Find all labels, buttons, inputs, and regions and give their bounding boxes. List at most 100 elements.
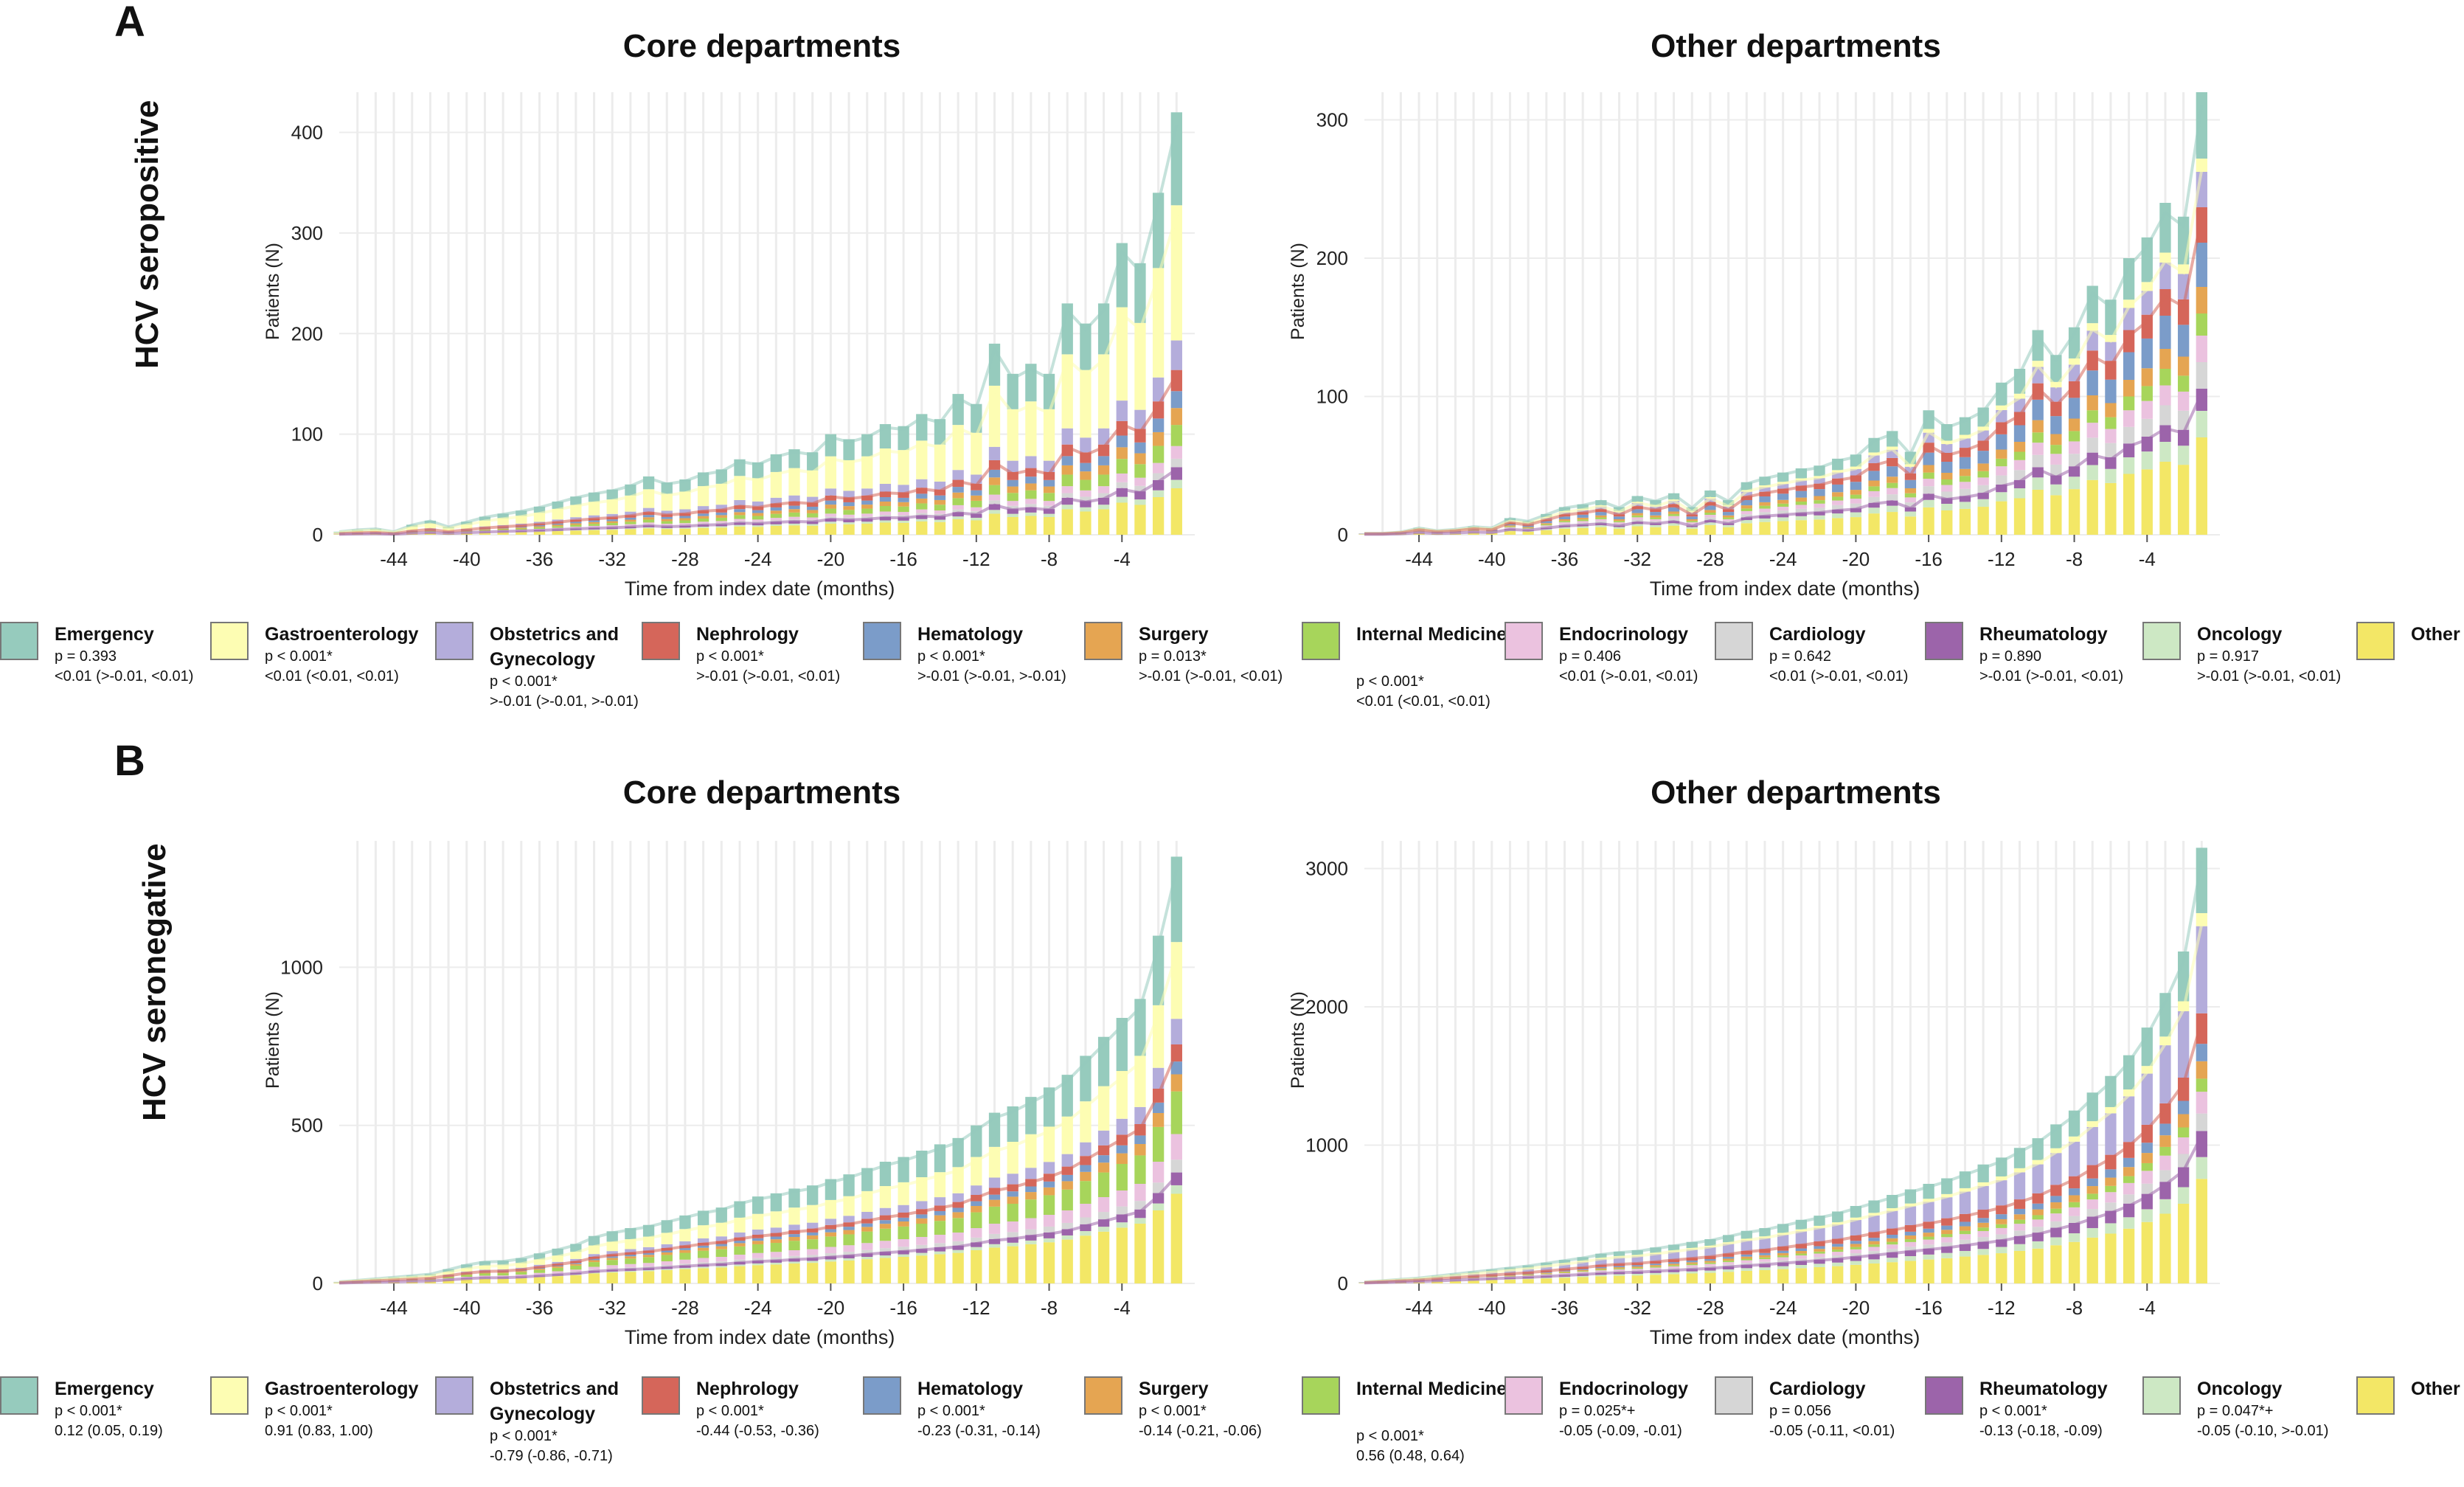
- x-tick-label: -40: [1478, 548, 1506, 570]
- legend-swatch: [1925, 1376, 1963, 1415]
- bar-segment: [2105, 1202, 2116, 1210]
- legend-label: Other: [2411, 1376, 2464, 1401]
- bar-segment: [1923, 465, 1934, 473]
- bar-segment: [2014, 1214, 2025, 1219]
- bar-segment: [898, 1255, 909, 1257]
- bar-segment: [1595, 1269, 1606, 1270]
- bar-segment: [934, 1197, 945, 1205]
- bar-segment: [1814, 504, 1825, 508]
- y-tick-label: 300: [291, 222, 323, 244]
- bar-segment: [1887, 1211, 1898, 1229]
- bar-segment: [1007, 517, 1018, 535]
- bar-segment: [1505, 531, 1516, 535]
- bar-segment: [1996, 450, 2007, 459]
- bar-segment: [1007, 1174, 1018, 1184]
- bar-segment: [1025, 513, 1036, 516]
- bar-segment: [1741, 505, 1752, 508]
- bar-stack: [898, 1157, 909, 1283]
- bar-segment: [662, 1270, 673, 1283]
- bar-segment: [1559, 1272, 1570, 1273]
- bar-segment: [698, 1266, 709, 1268]
- bar-segment: [1741, 1268, 1752, 1271]
- x-tick-label: -28: [671, 548, 699, 570]
- bar-segment: [1887, 506, 1898, 512]
- bar-segment: [880, 506, 891, 512]
- bar-segment: [952, 487, 963, 493]
- bar-segment: [534, 532, 545, 535]
- bar-segment: [989, 510, 1000, 513]
- bar-segment: [552, 1268, 563, 1272]
- bar-segment: [1777, 504, 1788, 507]
- bar-segment: [934, 1254, 945, 1283]
- bar-segment: [643, 1257, 654, 1263]
- legend-swatch: [1084, 622, 1122, 660]
- bar-segment: [1153, 497, 1164, 535]
- bar-stack: [934, 1144, 945, 1283]
- bar-segment: [1614, 1269, 1625, 1271]
- bar-segment: [2142, 1171, 2153, 1183]
- bar-segment: [1704, 1259, 1715, 1261]
- bar-segment: [698, 516, 709, 519]
- bar-segment: [1814, 500, 1825, 504]
- bar-segment: [1941, 1197, 1952, 1219]
- legend-swatch: [1302, 1376, 1340, 1415]
- bar-segment: [1923, 1255, 1934, 1260]
- bar-segment: [1632, 1266, 1643, 1268]
- legend-swatch: [2356, 1376, 2395, 1415]
- bar-segment: [1632, 1268, 1643, 1269]
- bar-segment: [2178, 1128, 2189, 1138]
- bar-segment: [752, 1253, 763, 1258]
- legend-p-value: p < 0.001*: [1356, 1427, 1424, 1446]
- bar-stack: [2159, 203, 2170, 535]
- bar-segment: [1007, 409, 1018, 461]
- x-tick-label: -12: [1988, 1297, 2016, 1319]
- bar-segment: [1044, 480, 1055, 487]
- bar-segment: [934, 500, 945, 505]
- bar-segment: [788, 525, 799, 535]
- bar-segment: [1960, 469, 1971, 476]
- bar-segment: [1887, 1242, 1898, 1245]
- x-tick-label: -8: [1041, 548, 1058, 570]
- title-b-other: Other departments: [1464, 774, 2128, 811]
- bar-segment: [1541, 1273, 1552, 1274]
- bar-segment: [2105, 469, 2116, 483]
- bar-segment: [861, 1243, 872, 1249]
- bar-segment: [843, 502, 854, 506]
- bar-segment: [662, 517, 673, 519]
- bar-segment: [1080, 512, 1091, 535]
- bar-segment: [1098, 456, 1109, 465]
- bar-segment: [1171, 480, 1182, 488]
- bar-stack: [607, 1231, 618, 1283]
- bar-segment: [1723, 527, 1734, 535]
- bar-segment: [771, 1252, 782, 1257]
- bar-segment: [1887, 1262, 1898, 1283]
- bar-stack: [2033, 330, 2044, 535]
- legend-p-value: p < 0.001*: [265, 647, 333, 666]
- bar-segment: [843, 515, 854, 518]
- bar-segment: [2196, 1061, 2207, 1079]
- bar-segment: [807, 526, 818, 535]
- bar-segment: [788, 524, 799, 525]
- bar-segment: [971, 518, 982, 521]
- bar-segment: [1960, 457, 1971, 469]
- bar-segment: [2014, 1251, 2025, 1283]
- bar-segment: [1117, 1207, 1128, 1215]
- bar-segment: [1741, 511, 1752, 514]
- legend-swatch: [1505, 1376, 1543, 1415]
- bar-segment: [1080, 1231, 1091, 1235]
- bar-segment: [1814, 1249, 1825, 1252]
- bar-segment: [989, 1247, 1000, 1283]
- bar-segment: [2105, 1192, 2116, 1202]
- bar-segment: [1614, 516, 1625, 519]
- bar-segment: [734, 512, 745, 515]
- bar-segment: [1759, 1255, 1770, 1258]
- bar-segment: [807, 1261, 818, 1263]
- bar-segment: [843, 1227, 854, 1230]
- bar-segment: [1868, 1216, 1879, 1233]
- legend-p-value: p < 0.001*: [265, 1401, 333, 1421]
- bar-segment: [1977, 1231, 1988, 1237]
- bar-segment: [625, 1256, 636, 1258]
- bar-segment: [2087, 395, 2098, 410]
- bar-segment: [1044, 1162, 1055, 1174]
